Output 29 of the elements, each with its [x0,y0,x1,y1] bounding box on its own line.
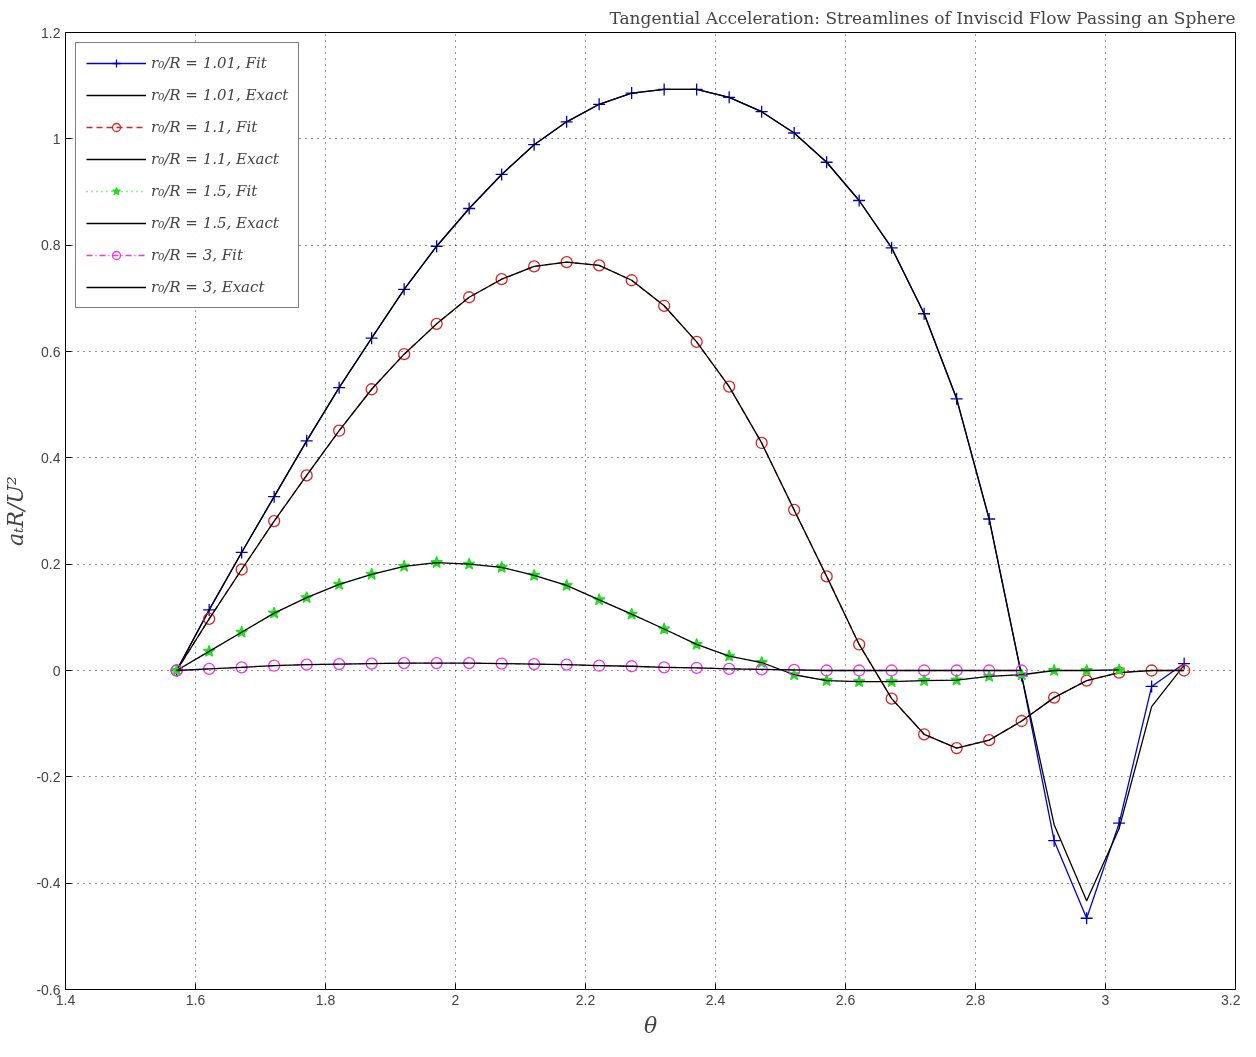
y-tick-label: 1 [52,130,61,147]
legend-label: r₀/R = 1.5, Exact [151,214,279,232]
y-tick-label: 0.4 [41,449,61,466]
legend-label: r₀/R = 3, Fit [151,246,243,264]
y-tick-label: 1.2 [41,24,61,41]
x-tick-label: 2 [451,991,460,1008]
y-tick-label: -0.4 [36,875,61,892]
legend-label: r₀/R = 1.1, Fit [151,118,258,136]
x-tick-label: 2.8 [965,991,986,1008]
y-tick-label: 0.2 [41,556,61,573]
x-tick-label: 3.2 [1221,991,1241,1008]
y-tick-label: -0.2 [36,768,61,785]
x-tick-label: 2.2 [575,991,596,1008]
legend-label: r₀/R = 1.01, Fit [151,54,267,72]
legend-label: r₀/R = 1.1, Exact [151,150,279,168]
legend-label: r₀/R = 1.01, Exact [151,86,289,104]
x-tick-label: 2.6 [835,991,856,1008]
legend-label: r₀/R = 1.5, Fit [151,182,258,200]
legend-label: r₀/R = 3, Exact [151,278,265,296]
y-tick-label: 0.8 [41,237,61,254]
x-tick-label: 1.6 [185,991,206,1008]
x-tick-label: 3 [1101,991,1110,1008]
y-tick-label: 0 [52,662,61,679]
y-axis-title: aₜR/U² [3,476,29,546]
x-axis-title: θ [643,1012,658,1038]
x-tick-label: 2.4 [705,991,726,1008]
y-tick-label: 0.6 [41,343,61,360]
chart-title: Tangential Acceleration: Streamlines of Inviscid Flow Passing an Sphere [609,7,1236,28]
x-tick-label: 1.8 [315,991,336,1008]
